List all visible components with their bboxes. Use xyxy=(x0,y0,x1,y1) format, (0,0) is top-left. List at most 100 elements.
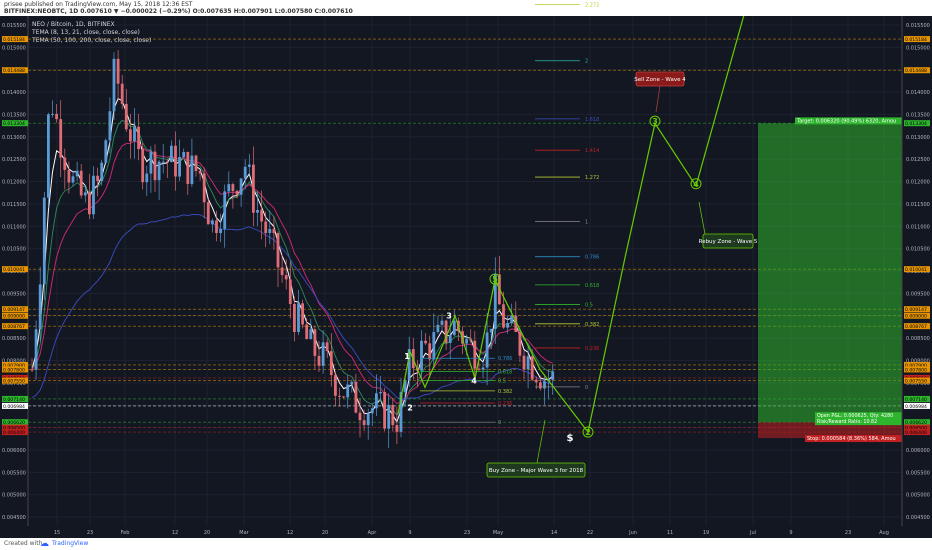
y-tick-label-left: 0.008000 xyxy=(2,358,26,364)
horizontal-levels xyxy=(28,38,902,433)
x-tick-label: 9 xyxy=(789,530,792,536)
price-badge xyxy=(904,361,930,368)
candle-body xyxy=(481,367,485,370)
price-badge-label: 0.006620 xyxy=(905,420,927,426)
y-tick-label-left: 0.004500 xyxy=(2,515,26,521)
fib-label: 2 xyxy=(585,59,588,65)
candle-body xyxy=(440,320,444,325)
wave-circle xyxy=(690,178,702,190)
candle-body xyxy=(334,375,337,396)
wave-label: 2 xyxy=(585,428,591,437)
legend-title: NEO / Bitcoin, 1D, BITFINEX xyxy=(32,21,115,28)
price-badge xyxy=(904,323,930,330)
buy-zone-box xyxy=(486,462,586,478)
y-tick-label-left: 0.012500 xyxy=(2,157,26,163)
candle-body xyxy=(252,164,255,213)
candle-body xyxy=(165,161,169,163)
target-label: Target: 0.006320 (90.49%) 6320, Amou xyxy=(796,118,896,124)
candle-body xyxy=(391,404,395,426)
y-tick-label: 0.008500 xyxy=(906,336,930,342)
candle-body xyxy=(137,126,140,150)
pnl-label-box xyxy=(815,412,902,426)
fib-label: 0.618 xyxy=(585,283,599,289)
moving-average-line xyxy=(31,97,554,423)
price-badge-label: 0.007550 xyxy=(905,379,927,385)
x-tick-label: 20 xyxy=(322,530,328,536)
price-badge xyxy=(2,419,28,426)
y-tick-label: 0.013000 xyxy=(906,135,930,141)
y-tick-label: 0.008000 xyxy=(906,358,930,364)
y-axis: 0.0155000.0155000.0150000.0150000.014500… xyxy=(2,16,930,526)
candle-body xyxy=(182,151,186,158)
candle-body xyxy=(424,340,427,344)
risk-reward-label: Risk/Reward Ratio: 10.82 xyxy=(817,419,877,425)
tradingview-brand: TradingView xyxy=(52,540,89,547)
candle-body xyxy=(510,315,514,323)
candle-body xyxy=(313,329,317,356)
candle-body xyxy=(342,396,345,398)
candle-body xyxy=(124,103,128,130)
candle-body xyxy=(526,356,530,370)
dollar-sign: $ xyxy=(567,433,574,444)
y-tick-label: 0.012500 xyxy=(906,157,930,163)
price-badge xyxy=(904,306,930,313)
candle-body xyxy=(522,355,526,370)
annotations: 1 2 3 4 5 2 3 4 $ Sell Zone - Wave 4 Rebuy Zone - … xyxy=(404,71,902,478)
x-tick-label: 12 xyxy=(287,530,293,536)
x-tick-label: Apr xyxy=(368,530,378,536)
x-tick-label: 14 xyxy=(551,530,557,536)
price-badge xyxy=(2,36,28,43)
price-badge-label: 0.009147 xyxy=(905,307,927,313)
candle-body xyxy=(108,111,112,141)
candle-body xyxy=(379,391,382,394)
price-badge xyxy=(2,266,28,273)
x-tick-label: 23 xyxy=(87,530,93,536)
candle-body xyxy=(539,382,542,389)
candle-body xyxy=(477,368,481,370)
candle-body xyxy=(51,113,54,115)
x-tick-label: Jun xyxy=(628,530,637,536)
candle-body xyxy=(452,320,456,336)
candle-body xyxy=(190,155,194,184)
candle-body xyxy=(276,233,280,268)
price-badge xyxy=(904,377,930,384)
price-badge xyxy=(904,402,930,409)
candle-body xyxy=(428,343,432,360)
price-badge-label: 0.007550 xyxy=(3,379,25,385)
price-badge xyxy=(904,312,930,319)
price-badge-label: 0.009147 xyxy=(3,307,25,313)
x-tick-label: 23 xyxy=(464,530,470,536)
buy-zone-label: Buy Zone - Major Wave 3 for 2018 xyxy=(489,468,584,474)
y-tick-label: 0.015000 xyxy=(906,45,930,51)
y-tick-label: 0.014000 xyxy=(906,90,930,96)
x-tick-label: 15 xyxy=(54,530,60,536)
price-badge xyxy=(2,312,28,319)
fib-label-left: 0.618 xyxy=(498,370,512,376)
candle-body xyxy=(370,408,374,414)
candle-body xyxy=(264,221,268,234)
price-badge-label: 0.014488 xyxy=(905,68,927,74)
candle-body xyxy=(338,395,341,397)
candle-body xyxy=(55,113,58,120)
candle-body xyxy=(465,339,468,344)
candle-body xyxy=(227,184,231,192)
candle-body xyxy=(354,381,358,413)
price-badge-label: 0.006500 xyxy=(3,426,25,432)
candle-body xyxy=(215,220,218,234)
candle-body xyxy=(71,176,75,183)
candle-body xyxy=(288,279,292,304)
legend-tema1: TEMA (8, 13, 21, close, close, close) xyxy=(31,29,140,36)
candle-body xyxy=(346,384,350,398)
y-tick-label-left: 0.009500 xyxy=(2,291,26,297)
price-badge-label: 0.008767 xyxy=(3,324,25,330)
wave-label: 1 xyxy=(404,352,410,361)
candle-body xyxy=(133,126,136,142)
candle-body xyxy=(350,381,354,385)
price-badge xyxy=(904,67,930,74)
candle-body xyxy=(38,284,42,330)
price-badge-label: 0.006400 xyxy=(905,430,927,436)
x-axis: 15 23 Feb 12 20 Mar 12 20 Apr 9 23 May 14 22 Jun 11 19 Ju… xyxy=(54,530,889,536)
price-badge-label: 0.006984 xyxy=(905,404,927,410)
candle-body xyxy=(534,379,538,383)
